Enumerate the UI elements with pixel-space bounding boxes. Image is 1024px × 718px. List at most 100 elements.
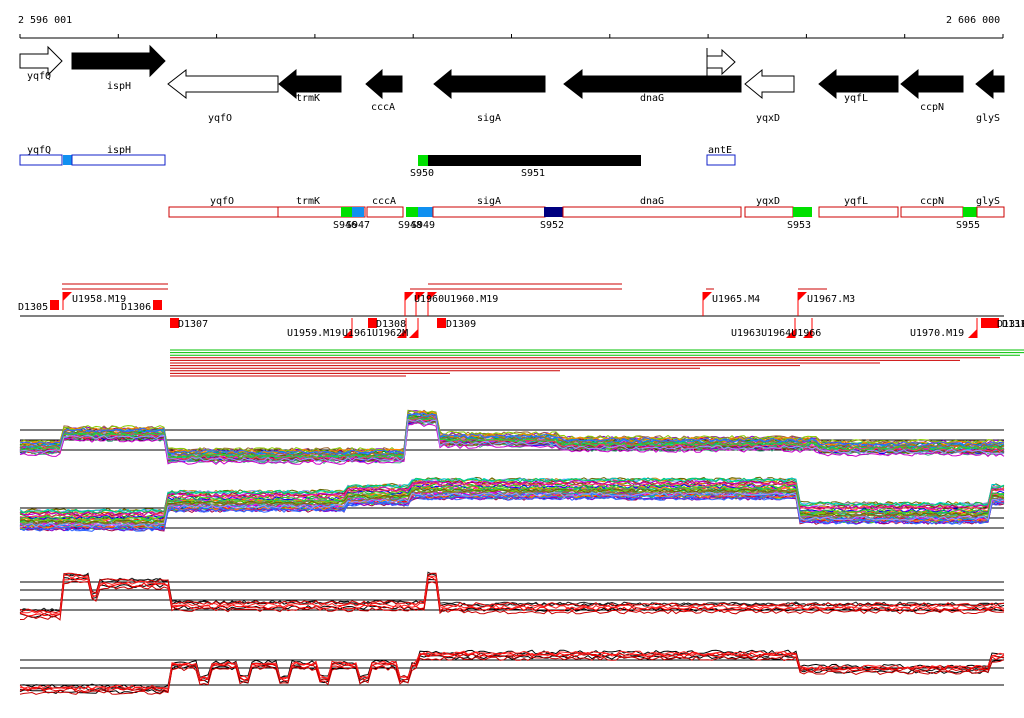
site-label-S947: S947 [346, 220, 370, 231]
transcript-segments [170, 349, 1024, 377]
expression-profile-line [19, 412, 1005, 455]
gene-arrow-antE-small[interactable] [706, 48, 736, 76]
transcript-feature-track: U1958.M19 D1305 D1306 U1960U1960.M19 U19… [18, 283, 1024, 377]
gene-label-cccA: cccA [371, 102, 395, 113]
site-marker-S950[interactable] [418, 155, 428, 166]
feature-label-D1310: D1310 [997, 319, 1024, 330]
gene-label-glyS: glyS [976, 113, 1000, 124]
selected-profile-line [19, 649, 1005, 689]
operon-box-antE[interactable] [706, 154, 736, 166]
site-marker-S952[interactable] [544, 207, 563, 217]
operon-box-yqfQ[interactable] [19, 154, 63, 166]
site-label-S949: S949 [411, 220, 435, 231]
site-label-S952: S952 [540, 220, 564, 231]
gene-arrow-dnaG[interactable] [563, 68, 742, 100]
selected-profile-line [19, 654, 1005, 695]
operon-track-2: yqfO trmK cccA sigA dnaG yqxD yqfL ccpN … [168, 196, 1005, 231]
gene-arrow-ccpN[interactable] [900, 68, 964, 100]
site-label-S951: S951 [521, 168, 545, 179]
site-label-S946: S946 [333, 220, 357, 231]
feature-label-U1961: U1961 [342, 328, 372, 339]
operon-box-cccA[interactable] [366, 206, 404, 218]
operon-box-yqxD[interactable] [744, 206, 794, 218]
expression-profile-line [19, 477, 1005, 514]
site-label-S950: S950 [410, 168, 434, 179]
operon-label-dnaG: dnaG [640, 196, 664, 207]
feature-label-U1965: U1965.M4 [712, 294, 760, 305]
selected-profile-line [19, 572, 1004, 614]
expression-profile-line [19, 415, 1005, 457]
gene-arrow-yqfQ[interactable] [19, 45, 63, 77]
gene-label-dnaG: dnaG [640, 93, 664, 104]
selected-profile-line [19, 650, 1005, 690]
operon-box-yqfL[interactable] [818, 206, 899, 218]
gene-arrow-trmK[interactable] [278, 68, 342, 100]
feature-label-D1305: D1305 [18, 302, 48, 313]
operon-box-yqfO[interactable] [168, 206, 279, 218]
operon-box-ispH[interactable] [71, 154, 166, 166]
gene-arrow-yqfL[interactable] [818, 68, 899, 100]
selected-profile-line [19, 580, 1005, 621]
operon-box-sigA[interactable] [432, 206, 546, 218]
feature-label-U1958: U1958.M19 [72, 294, 126, 305]
selected-profile-line [19, 571, 1005, 612]
operon-label-antE: antE [708, 145, 732, 156]
gene-arrow-cccA[interactable] [365, 68, 403, 100]
site-marker-S949[interactable] [418, 207, 433, 217]
gene-arrow-ispH[interactable] [71, 44, 166, 78]
expression-profile-line [19, 413, 1005, 457]
site-label-S953: S953 [787, 220, 811, 231]
operon-box-ccpN[interactable] [900, 206, 964, 218]
gene-label-trmK: trmK [296, 93, 320, 104]
expression-track-selected-antisense [19, 649, 1005, 695]
expression-profile-line [19, 476, 1005, 514]
operon-label-yqxD: yqxD [756, 196, 780, 207]
site-marker-S953[interactable] [793, 207, 812, 217]
gene-label-ispH: ispH [107, 81, 131, 92]
operon-box-trmK[interactable] [277, 206, 366, 218]
operon-label-ccpN: ccpN [920, 196, 944, 207]
downstream-feature-markers [170, 318, 999, 338]
gene-label-sigA: sigA [477, 113, 501, 124]
operon-label-yqfO: yqfO [210, 196, 234, 207]
site-label-S955: S955 [956, 220, 980, 231]
upstream-feature-markers [50, 292, 807, 316]
operon-label-cccA: cccA [372, 196, 396, 207]
operon-box-dnaG[interactable] [562, 206, 742, 218]
ruler-end-label: 2 606 000 [946, 15, 1000, 26]
gene-arrow-yqfO-body[interactable] [167, 68, 279, 100]
site-marker-S947[interactable] [352, 207, 364, 217]
feature-label-D1306: D1306 [121, 302, 151, 313]
expression-profile-line [19, 488, 1005, 525]
operon-label-ispH: ispH [107, 145, 131, 156]
gene-arrow-sigA[interactable] [433, 68, 546, 100]
feature-label-U1960: U1960U1960.M19 [414, 294, 498, 305]
feature-label-U1963: U1963U1964U1966 [731, 328, 821, 339]
site-marker-S955[interactable] [963, 207, 977, 217]
feature-label-D1309: D1309 [446, 319, 476, 330]
ruler-ticks [19, 34, 1004, 38]
operon-label-yqfL: yqfL [844, 196, 868, 207]
operon-label-glyS: glyS [976, 196, 1000, 207]
site-marker-S948[interactable] [406, 207, 418, 217]
operon-box-glyS[interactable] [976, 206, 1005, 218]
feature-label-U1967: U1967.M3 [807, 294, 855, 305]
selected-profile-line [19, 574, 1005, 615]
promoter-marker[interactable] [63, 155, 72, 165]
gene-label-yqfL: yqfL [844, 93, 868, 104]
feature-label-D1308: D1308 [376, 319, 406, 330]
site-marker-S946[interactable] [341, 207, 352, 217]
gene-arrow-glyS[interactable] [975, 68, 1005, 100]
operon-label-trmK: trmK [296, 196, 320, 207]
expression-profile-line [19, 418, 1004, 462]
expression-profile-line [19, 484, 1004, 521]
gene-arrow-yqxD[interactable] [744, 68, 795, 100]
expression-profile-line [19, 416, 1005, 460]
feature-label-U1959: U1959.M19 [287, 328, 341, 339]
expression-profile-line [19, 490, 1005, 527]
gene-label-yqxD: yqxD [756, 113, 780, 124]
expression-track-selected-sense [19, 571, 1005, 621]
site-block-S951[interactable] [428, 155, 641, 166]
